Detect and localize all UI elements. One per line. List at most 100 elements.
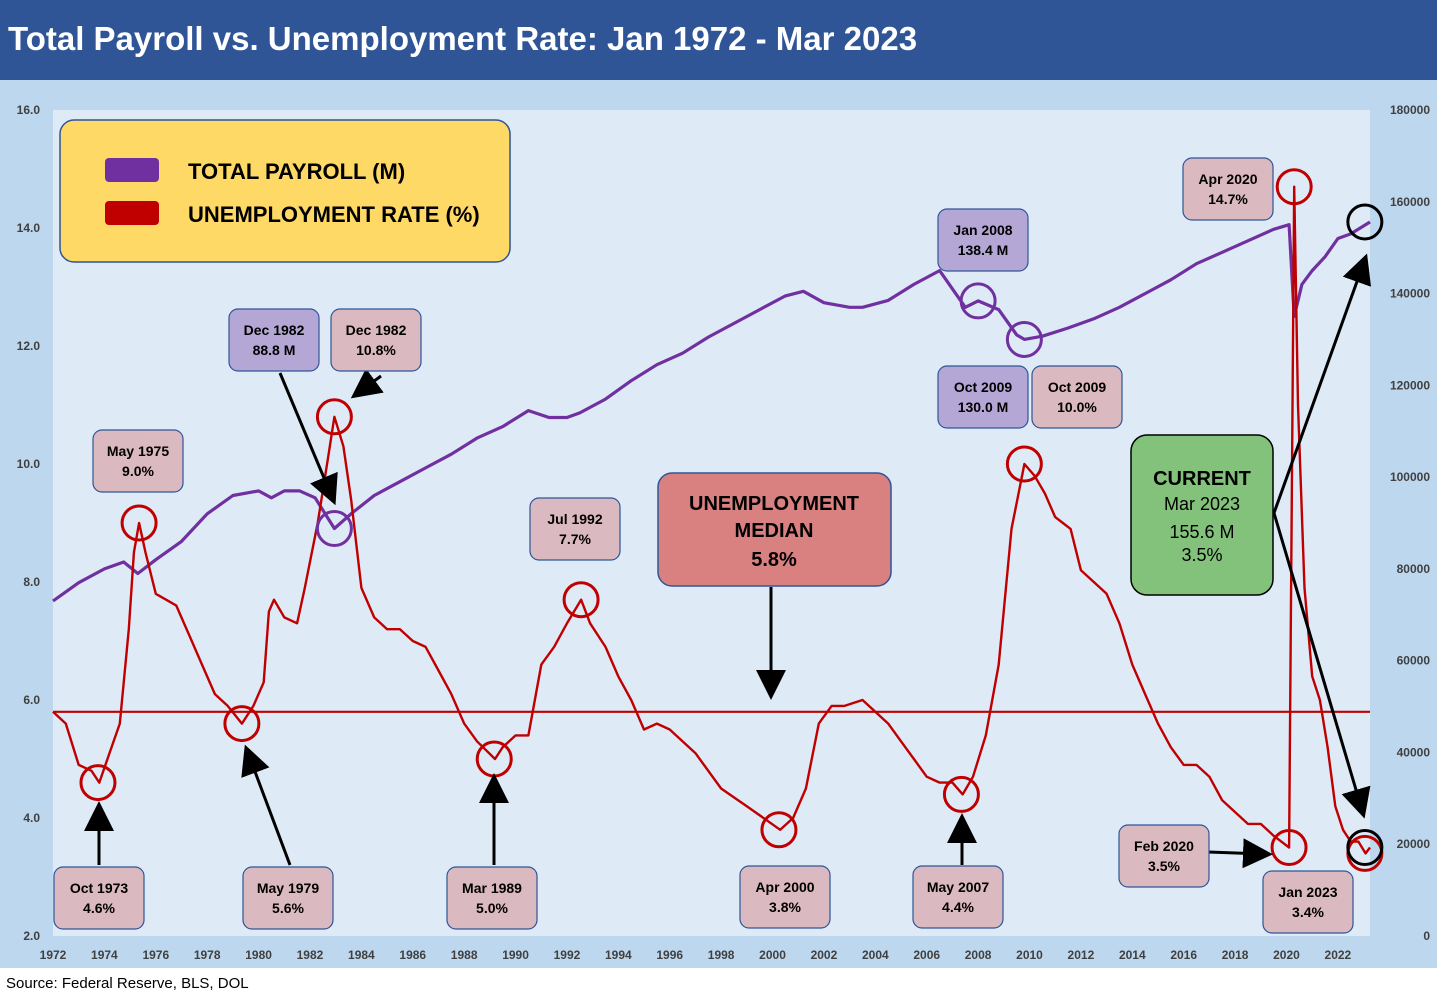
x-tick-label: 2000 — [759, 948, 786, 962]
x-tick-label: 1978 — [194, 948, 221, 962]
chart-frame: 2.0 4.0 6.0 8.0 10.0 12.0 14.0 16.0 0 20000 40000 6… — [0, 80, 1437, 968]
y-right-tick-label: 120000 — [1390, 378, 1430, 392]
y-right-tick-label: 100000 — [1390, 470, 1430, 484]
current-line3: 155.6 M — [1169, 522, 1234, 542]
x-tick-label: 2006 — [913, 948, 940, 962]
annotation-oct-2009-rate: Oct 2009 10.0% — [1031, 365, 1123, 429]
annotation-date: Oct 2009 — [954, 379, 1013, 395]
current-line2: Mar 2023 — [1164, 494, 1240, 514]
x-tick-label: 1986 — [399, 948, 426, 962]
title-bar: Total Payroll vs. Unemployment Rate: Jan… — [0, 0, 1437, 80]
y-right-tick-label: 180000 — [1390, 103, 1430, 117]
annotation-may-2007: May 2007 4.4% — [912, 865, 1004, 929]
annotation-value: 10.8% — [356, 342, 396, 358]
x-tick-label: 2018 — [1222, 948, 1249, 962]
highlight-circle — [1346, 203, 1384, 241]
annotation-date: Jan 2023 — [1278, 884, 1337, 900]
current-callout: CURRENT Mar 2023 155.6 M 3.5% — [1130, 434, 1274, 596]
median-line2: MEDIAN — [735, 520, 814, 542]
current-box — [1130, 434, 1274, 596]
annotation-date: May 1975 — [107, 443, 169, 459]
y-left-tick-label: 6.0 — [23, 693, 40, 707]
x-tick-label: 1992 — [554, 948, 581, 962]
x-tick-label: 2014 — [1119, 948, 1146, 962]
annotation-may-1979: May 1979 5.6% — [242, 866, 334, 930]
annotation-box — [330, 308, 422, 372]
annotation-date: Oct 1973 — [70, 880, 129, 896]
x-tick-label: 2008 — [965, 948, 992, 962]
legend-box — [59, 119, 511, 263]
highlight-circle — [315, 398, 353, 436]
median-callout: UNEMPLOYMENT MEDIAN 5.8% — [657, 472, 892, 587]
highlight-circle — [1005, 445, 1043, 483]
x-tick-label: 1990 — [502, 948, 529, 962]
highlight-circle — [315, 510, 353, 548]
y-left-tick-label: 14.0 — [17, 221, 41, 235]
highlight-circle — [79, 764, 117, 802]
annotation-apr-2000: Apr 2000 3.8% — [739, 865, 831, 929]
annotation-date: Dec 1982 — [244, 322, 305, 338]
callout-arrow — [350, 368, 384, 399]
chart-title: Total Payroll vs. Unemployment Rate: Jan… — [8, 20, 918, 57]
highlight-circle — [562, 581, 600, 619]
annotation-box — [242, 866, 334, 930]
highlight-circle — [1275, 168, 1313, 206]
series-line-payroll — [52, 220, 1371, 603]
legend-swatch-unemployment — [105, 201, 159, 225]
x-tick-label: 1982 — [297, 948, 324, 962]
current-line4: 3.5% — [1181, 545, 1222, 565]
median-box — [657, 472, 892, 587]
x-tick-label: 1998 — [708, 948, 735, 962]
annotation-date: Oct 2009 — [1048, 379, 1107, 395]
annotation-box — [529, 497, 621, 561]
highlight-circle — [760, 811, 798, 849]
y-left-tick-label: 2.0 — [23, 929, 40, 943]
annotation-date: Jul 1992 — [547, 511, 602, 527]
annotation-value: 5.6% — [272, 900, 304, 916]
y-right-tick-label: 160000 — [1390, 195, 1430, 209]
x-tick-label: 1994 — [605, 948, 632, 962]
source-note: Source: Federal Reserve, BLS, DOL — [6, 975, 249, 992]
annotation-date: Feb 2020 — [1134, 838, 1194, 854]
annotation-value: 14.7% — [1208, 191, 1248, 207]
annotation-date: Dec 1982 — [346, 322, 407, 338]
x-tick-label: 2004 — [862, 948, 889, 962]
annotation-feb-2020: Feb 2020 3.5% — [1118, 824, 1210, 888]
y-left-tick-label: 8.0 — [23, 575, 40, 589]
annotation-dec-1982-payroll: Dec 1982 88.8 M — [228, 308, 320, 372]
annotation-date: Jan 2008 — [953, 222, 1012, 238]
annotation-value: 4.4% — [942, 899, 974, 915]
annotation-box — [739, 865, 831, 929]
annotation-oct-1973: Oct 1973 4.6% — [53, 866, 145, 930]
x-tick-label: 2002 — [811, 948, 838, 962]
annotation-value: 3.4% — [1292, 904, 1324, 920]
x-tick-label: 2016 — [1170, 948, 1197, 962]
y-right-tick-label: 80000 — [1397, 562, 1431, 576]
annotation-box — [446, 866, 538, 930]
legend-swatch-payroll — [105, 158, 159, 182]
annotation-date: May 1979 — [257, 880, 319, 896]
annotation-box — [1182, 157, 1274, 221]
x-tick-label: 1974 — [91, 948, 118, 962]
annotation-box — [1262, 870, 1354, 934]
annotation-value: 5.0% — [476, 900, 508, 916]
highlight-circle — [120, 504, 158, 542]
annotation-value: 9.0% — [122, 463, 154, 479]
series-line-unemployment — [52, 185, 1371, 855]
annotation-mar-1989: Mar 1989 5.0% — [446, 866, 538, 930]
annotation-date: Apr 2000 — [755, 879, 814, 895]
y-right-tick-label: 20000 — [1397, 837, 1431, 851]
x-tick-label: 2020 — [1273, 948, 1300, 962]
highlight-circle — [942, 775, 980, 813]
legend-label-payroll: TOTAL PAYROLL (M) — [188, 159, 405, 184]
current-line1: CURRENT — [1153, 468, 1251, 490]
x-tick-label: 1980 — [245, 948, 272, 962]
highlight-circle — [1005, 320, 1043, 358]
x-tick-label: 2010 — [1016, 948, 1043, 962]
annotation-box — [228, 308, 320, 372]
annotation-oct-2009-payroll: Oct 2009 130.0 M — [937, 365, 1029, 429]
annotation-date: Mar 1989 — [462, 880, 522, 896]
y-right-tick-label: 40000 — [1397, 745, 1431, 759]
x-tick-label: 1976 — [142, 948, 169, 962]
annotation-box — [53, 866, 145, 930]
